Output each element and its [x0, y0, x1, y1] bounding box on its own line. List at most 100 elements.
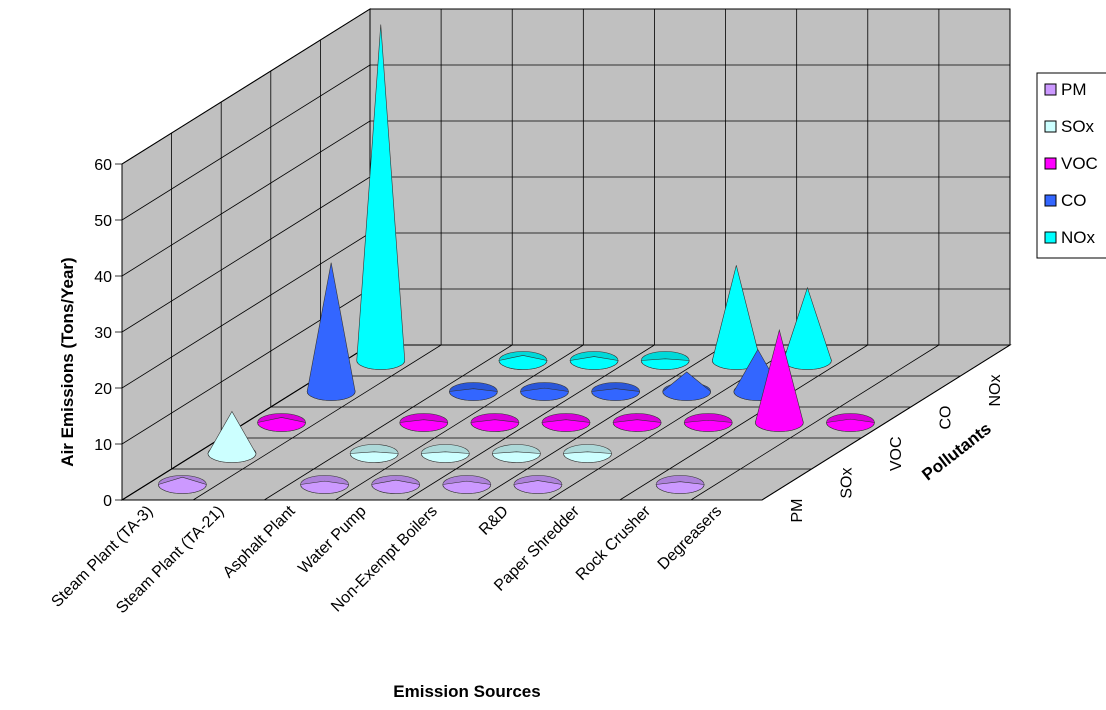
gridline-floor-x [264, 344, 513, 501]
cone [640, 351, 690, 370]
cone-surface [257, 417, 306, 432]
cone [563, 444, 612, 463]
cone-surface [683, 419, 733, 432]
legend-label: NOx [1061, 228, 1096, 247]
cone-surface [591, 388, 640, 401]
x-category-label: Degreasers [655, 503, 726, 574]
gridline-floor-x [406, 344, 655, 501]
legend-swatch [1044, 83, 1057, 96]
x-category-label: R&D [476, 503, 512, 539]
gridline-side [121, 120, 371, 277]
legend: PM SOx VOC CO NOx [1036, 72, 1106, 259]
y-tick-label: 60 [94, 157, 112, 174]
cone [712, 265, 761, 370]
cone [449, 382, 498, 401]
cone [612, 413, 662, 432]
legend-swatch [1044, 231, 1057, 244]
cone-surface [306, 262, 356, 401]
gridline-floor-x [192, 344, 442, 501]
x-category-label: Asphalt Plant [220, 502, 299, 581]
y-tick-label: 0 [103, 493, 112, 510]
legend-label: PM [1061, 80, 1087, 99]
cone-surface [399, 419, 449, 432]
cone-surface [371, 479, 420, 494]
cone-surface [520, 387, 569, 401]
cone-surface [349, 451, 399, 463]
cone [783, 286, 832, 370]
cone-surface [442, 480, 492, 494]
gridline-floor-x [619, 344, 868, 501]
cone [520, 382, 569, 401]
cone [356, 24, 406, 370]
cone [755, 328, 804, 432]
cone [492, 444, 541, 463]
depth-category-label: NOx [987, 375, 1004, 407]
cone [541, 413, 591, 432]
cone [207, 410, 257, 463]
legend-swatch [1044, 157, 1057, 170]
cone [300, 475, 349, 494]
depth-axis-title: Pollutants [918, 419, 994, 485]
cone [591, 382, 640, 401]
cone [683, 413, 733, 432]
cone [257, 413, 306, 432]
cone [662, 371, 712, 401]
cone [513, 475, 563, 494]
cone-surface [470, 419, 520, 432]
cone [826, 413, 875, 432]
depth-category-label: PM [789, 499, 806, 523]
legend-swatch [1044, 194, 1057, 207]
gridline-side [121, 232, 371, 389]
cone-surface [569, 356, 619, 370]
gridline-floor-x [690, 344, 940, 501]
cone [442, 475, 492, 494]
legend-label: VOC [1061, 154, 1098, 173]
depth-category-label: CO [938, 406, 955, 430]
cone-surface [612, 419, 662, 432]
cone-surface [563, 451, 612, 463]
cone [569, 351, 619, 370]
cone-surface [513, 480, 563, 494]
cone-surface [662, 371, 712, 401]
gridline-floor-x [335, 344, 584, 501]
cone-surface [826, 418, 875, 432]
y-axis-title: Air Emissions (Tons/Year) [58, 257, 77, 466]
y-tick-label: 10 [94, 437, 112, 454]
gridline-floor-x [761, 344, 1011, 501]
cone-surface [207, 410, 257, 463]
cone-surface [449, 388, 498, 401]
chart-marks [158, 24, 875, 494]
cone-surface [356, 24, 406, 370]
legend-label: SOx [1061, 117, 1095, 136]
depth-category-label: VOC [888, 437, 905, 472]
cone-surface [498, 355, 548, 370]
cone [371, 475, 420, 494]
y-tick-label: 40 [94, 269, 112, 286]
legend-swatch [1044, 120, 1057, 133]
cone-surface [755, 328, 804, 432]
cone-surface [541, 419, 591, 432]
cone [399, 413, 449, 432]
cone-surface [492, 451, 541, 463]
cone-surface [640, 358, 690, 370]
cone [349, 444, 399, 463]
cone [158, 475, 207, 494]
y-tick-label: 20 [94, 381, 112, 398]
cone [306, 262, 356, 401]
cone-surface [420, 451, 470, 463]
cone-surface [655, 481, 705, 494]
x-category-label: Water Pump [295, 503, 370, 578]
y-tick-label: 30 [94, 325, 112, 342]
depth-category-label: SOx [838, 468, 855, 499]
gridline-floor-x [477, 344, 726, 501]
cone-surface [158, 476, 207, 494]
cone [655, 475, 705, 494]
gridline-side [121, 64, 371, 221]
cone-surface [300, 480, 349, 494]
x-axis-title: Emission Sources [393, 682, 540, 701]
gridline-side [121, 176, 371, 333]
cone [498, 351, 548, 370]
legend-label: CO [1061, 191, 1087, 210]
